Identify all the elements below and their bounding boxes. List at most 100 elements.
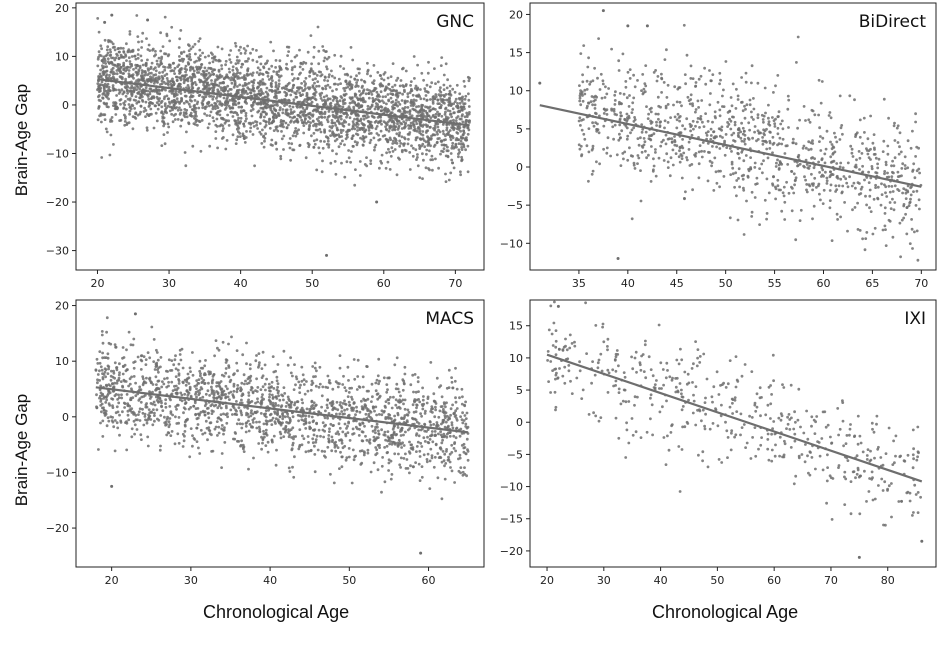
data-point: [323, 116, 326, 119]
data-point: [307, 51, 310, 54]
data-point: [591, 103, 594, 106]
data-point: [890, 164, 893, 167]
data-point: [303, 120, 306, 123]
data-point: [426, 106, 429, 109]
y-tick-label: −10: [46, 466, 69, 479]
data-point: [118, 89, 121, 92]
data-point: [180, 109, 183, 112]
data-point: [159, 31, 162, 34]
data-point: [178, 55, 181, 58]
data-point: [731, 116, 734, 119]
data-point: [874, 171, 877, 174]
data-point: [113, 59, 116, 62]
data-point: [240, 52, 243, 55]
data-point: [765, 218, 768, 221]
data-point: [427, 72, 430, 75]
data-point: [712, 189, 715, 192]
data-point: [884, 228, 887, 231]
data-point: [663, 159, 666, 162]
data-point: [304, 117, 307, 120]
data-point: [328, 110, 331, 113]
data-point: [430, 424, 433, 427]
data-point: [791, 209, 794, 212]
data-point: [373, 64, 376, 67]
data-point: [226, 85, 229, 88]
data-point: [178, 442, 181, 445]
data-point: [128, 103, 131, 106]
data-point: [412, 403, 415, 406]
data-point: [448, 98, 451, 101]
data-point: [758, 223, 761, 226]
data-point: [821, 137, 824, 140]
outlier-point: [538, 82, 541, 85]
data-point: [403, 110, 406, 113]
data-point: [912, 190, 915, 193]
data-point: [338, 78, 341, 81]
data-point: [656, 80, 659, 83]
data-point: [126, 92, 129, 95]
data-point: [606, 147, 609, 150]
data-point: [144, 115, 147, 118]
data-point: [653, 132, 656, 135]
data-point: [159, 449, 162, 452]
data-point: [325, 50, 328, 53]
data-point: [147, 48, 150, 51]
data-point: [118, 371, 121, 374]
data-point: [386, 87, 389, 90]
data-point: [146, 90, 149, 93]
data-point: [329, 86, 332, 89]
data-point: [226, 139, 229, 142]
data-point: [893, 122, 896, 125]
data-point: [282, 126, 285, 129]
data-point: [349, 161, 352, 164]
data-point: [278, 79, 281, 82]
data-point: [348, 156, 351, 159]
data-point: [710, 164, 713, 167]
data-point: [660, 73, 663, 76]
data-point: [809, 185, 812, 188]
data-point: [594, 107, 597, 110]
data-point: [681, 157, 684, 160]
data-point: [296, 90, 299, 93]
data-point: [440, 140, 443, 143]
data-point: [737, 98, 740, 101]
data-point: [392, 396, 395, 399]
data-point: [210, 79, 213, 82]
data-point: [246, 74, 249, 77]
data-point: [586, 88, 589, 91]
data-point: [141, 69, 144, 72]
data-point: [583, 89, 586, 92]
data-point: [190, 80, 193, 83]
data-point: [899, 255, 902, 258]
data-point: [113, 64, 116, 67]
data-point: [753, 166, 756, 169]
data-point: [158, 103, 161, 106]
data-point: [582, 44, 585, 47]
data-point: [689, 98, 692, 101]
data-point: [374, 144, 377, 147]
data-point: [891, 160, 894, 163]
data-point: [792, 192, 795, 195]
data-point: [124, 86, 127, 89]
data-point: [118, 414, 121, 417]
data-point: [916, 169, 919, 172]
data-point: [98, 54, 101, 57]
data-point: [867, 137, 870, 140]
data-point: [324, 112, 327, 115]
data-point: [299, 101, 302, 104]
data-point: [607, 136, 610, 139]
data-point: [266, 106, 269, 109]
data-point: [910, 194, 913, 197]
data-point: [400, 446, 403, 449]
data-point: [127, 51, 130, 54]
data-point: [258, 110, 261, 113]
data-point: [406, 100, 409, 103]
data-point: [201, 106, 204, 109]
data-point: [675, 152, 678, 155]
data-point: [262, 73, 265, 76]
data-point: [132, 68, 135, 71]
data-point: [768, 120, 771, 123]
data-point: [353, 101, 356, 104]
data-point: [176, 65, 179, 68]
